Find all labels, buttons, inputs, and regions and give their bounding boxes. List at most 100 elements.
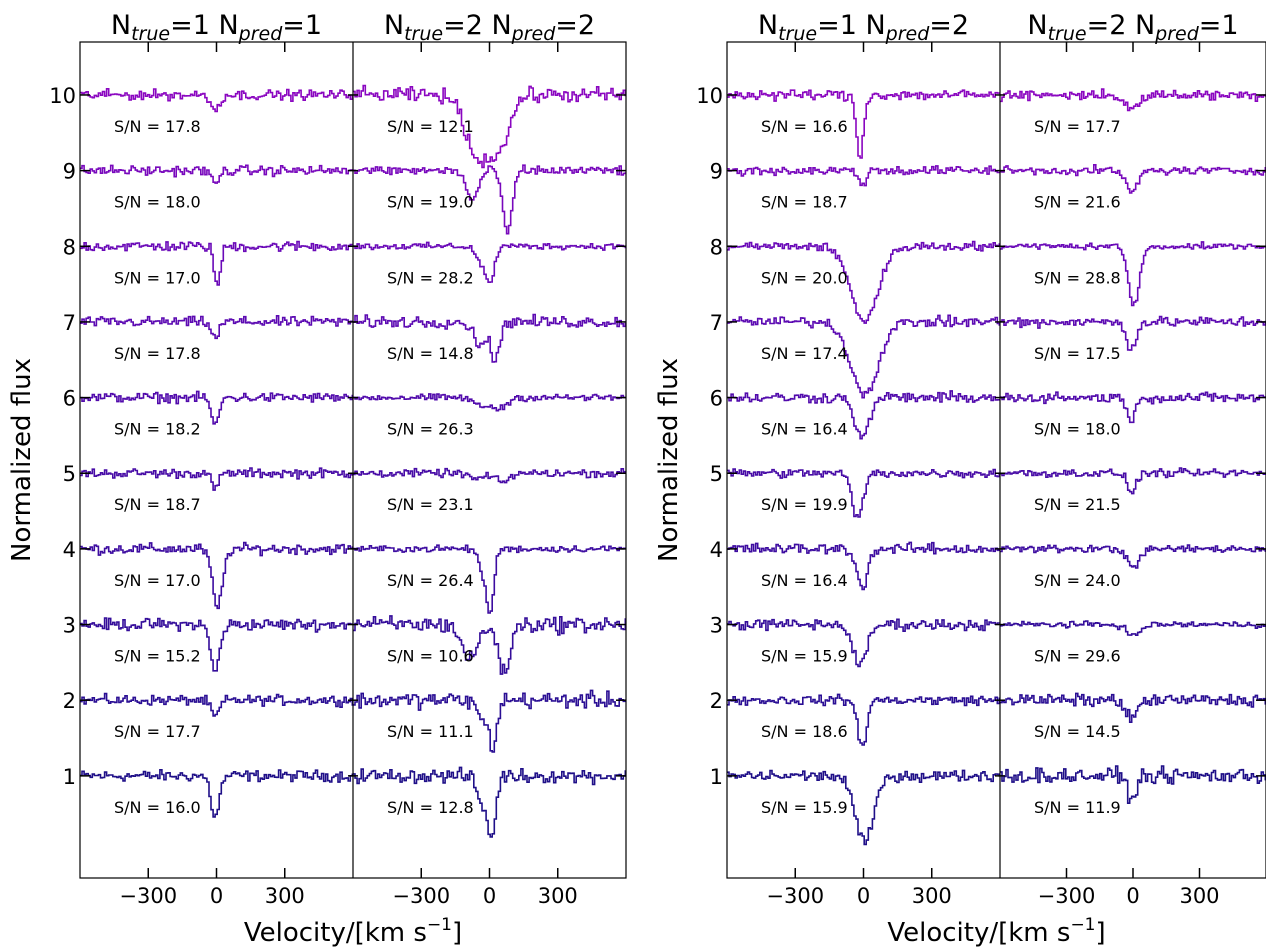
panel-subtitle-1: Ntrue=1 Npred=1 xyxy=(111,10,322,45)
x-tick-label: −300 xyxy=(766,884,824,908)
y-tick-label: 8 xyxy=(710,235,723,259)
spectrum-line-4-4 xyxy=(1000,544,1266,569)
panel-subtitle-4: Ntrue=2 Npred=1 xyxy=(1027,10,1238,45)
snr-label: S/N = 11.9 xyxy=(1034,798,1121,817)
snr-label: S/N = 15.2 xyxy=(114,647,201,666)
spectrum-line-3-7 xyxy=(727,314,1001,399)
spectrum-line-4-3 xyxy=(1000,620,1266,636)
spectrum-line-3-4 xyxy=(727,541,1001,591)
axes-frame-1 xyxy=(79,41,627,879)
y-tick-label: 9 xyxy=(63,160,76,184)
spectrum-line-3-5 xyxy=(727,468,1001,518)
y-tick-label: 5 xyxy=(63,462,76,486)
spectra-panel-4 xyxy=(1000,88,1266,804)
snr-label: S/N = 15.9 xyxy=(761,798,848,817)
snr-label: S/N = 17.8 xyxy=(114,344,201,363)
snr-label: S/N = 18.7 xyxy=(761,193,848,212)
spectrum-line-1-6 xyxy=(80,390,354,425)
snr-label: S/N = 16.6 xyxy=(761,117,848,136)
x-axis-label: Velocity/[km s−1] xyxy=(887,915,1105,948)
axes-frame-2 xyxy=(726,41,1266,879)
spectrum-line-3-2 xyxy=(727,693,1001,746)
spectrum-line-2-3 xyxy=(353,615,627,675)
y-tick-label: 4 xyxy=(710,538,723,562)
panel-subtitle-2: Ntrue=2 Npred=2 xyxy=(384,10,595,45)
spectrum-line-2-7 xyxy=(353,313,627,363)
x-tick-label: −300 xyxy=(392,884,450,908)
spectrum-line-4-1 xyxy=(1000,765,1266,804)
spectrum-line-2-5 xyxy=(353,467,627,484)
spectrum-line-2-8 xyxy=(353,241,627,283)
y-tick-label: 6 xyxy=(63,387,76,411)
spectrum-line-3-3 xyxy=(727,618,1001,668)
snr-label: S/N = 26.4 xyxy=(387,571,474,590)
spectrum-line-4-2 xyxy=(1000,692,1266,723)
y-tick-label: 1 xyxy=(710,765,723,789)
snr-label: S/N = 21.6 xyxy=(1034,193,1121,212)
snr-label: S/N = 18.6 xyxy=(761,722,848,741)
spectrum-line-4-7 xyxy=(1000,315,1266,351)
x-tick-label: 300 xyxy=(1179,884,1219,908)
spectra-panel-3 xyxy=(727,89,1001,846)
spectra-panel-1 xyxy=(80,88,354,818)
axes-box xyxy=(726,41,1266,879)
y-tick-label: 10 xyxy=(49,84,76,108)
x-tick-label: 0 xyxy=(1126,884,1139,908)
snr-label: S/N = 10.6 xyxy=(387,647,474,666)
snr-label: S/N = 17.7 xyxy=(1034,117,1121,136)
snr-label: S/N = 18.0 xyxy=(114,193,201,212)
spectrum-line-2-4 xyxy=(353,544,627,614)
y-tick-label: 2 xyxy=(63,689,76,713)
snr-label: S/N = 26.3 xyxy=(387,420,474,439)
y-tick-label: 1 xyxy=(63,765,76,789)
spectrum-line-2-1 xyxy=(353,766,627,838)
x-tick-label: 300 xyxy=(538,884,578,908)
spectrum-line-1-4 xyxy=(80,541,354,610)
x-tick-label: −300 xyxy=(1038,884,1096,908)
spectrum-line-1-2 xyxy=(80,692,354,717)
snr-label: S/N = 12.1 xyxy=(387,117,474,136)
spectrum-line-1-9 xyxy=(80,164,354,184)
snr-label: S/N = 15.9 xyxy=(761,647,848,666)
snr-label: S/N = 18.0 xyxy=(1034,420,1121,439)
spectrum-line-4-9 xyxy=(1000,164,1266,194)
snr-label: S/N = 14.5 xyxy=(1034,722,1121,741)
snr-label: S/N = 17.7 xyxy=(114,722,201,741)
snr-label: S/N = 16.4 xyxy=(761,571,848,590)
y-tick-label: 2 xyxy=(710,689,723,713)
y-axis-label: Normalized flux xyxy=(7,358,37,562)
snr-label: S/N = 18.7 xyxy=(114,495,201,514)
spectrum-line-1-10 xyxy=(80,88,354,113)
x-tick-label: −300 xyxy=(119,884,177,908)
y-axis-label: Normalized flux xyxy=(654,358,684,562)
snr-label: S/N = 23.1 xyxy=(387,495,474,514)
spectrum-line-4-6 xyxy=(1000,391,1266,424)
x-tick-label: 300 xyxy=(265,884,305,908)
snr-label: S/N = 28.2 xyxy=(387,268,474,287)
snr-label: S/N = 17.0 xyxy=(114,571,201,590)
y-tick-label: 5 xyxy=(710,462,723,486)
spectrum-line-4-10 xyxy=(1000,88,1266,112)
snr-label: S/N = 28.8 xyxy=(1034,268,1121,287)
x-tick-label: 0 xyxy=(483,884,496,908)
x-axis-label: Velocity/[km s−1] xyxy=(244,915,462,948)
y-tick-label: 3 xyxy=(710,614,723,638)
spectrum-line-1-8 xyxy=(80,240,354,286)
spectrum-line-2-10 xyxy=(353,84,627,169)
snr-label: S/N = 24.0 xyxy=(1034,571,1121,590)
snr-label: S/N = 12.8 xyxy=(387,798,474,817)
spectrum-line-1-5 xyxy=(80,467,354,491)
spectra-panel-2 xyxy=(353,84,627,838)
spectrum-line-3-8 xyxy=(727,240,1001,324)
spectrum-line-2-2 xyxy=(353,689,627,753)
snr-label: S/N = 16.4 xyxy=(761,420,848,439)
y-tick-label: 7 xyxy=(63,311,76,335)
spectrum-line-1-3 xyxy=(80,617,354,672)
snr-label: S/N = 17.8 xyxy=(114,117,201,136)
snr-label: S/N = 17.0 xyxy=(114,268,201,287)
spectrum-line-2-9 xyxy=(353,164,627,235)
snr-label: S/N = 29.6 xyxy=(1034,647,1121,666)
snr-label: S/N = 11.1 xyxy=(387,722,474,741)
x-tick-label: 300 xyxy=(912,884,952,908)
